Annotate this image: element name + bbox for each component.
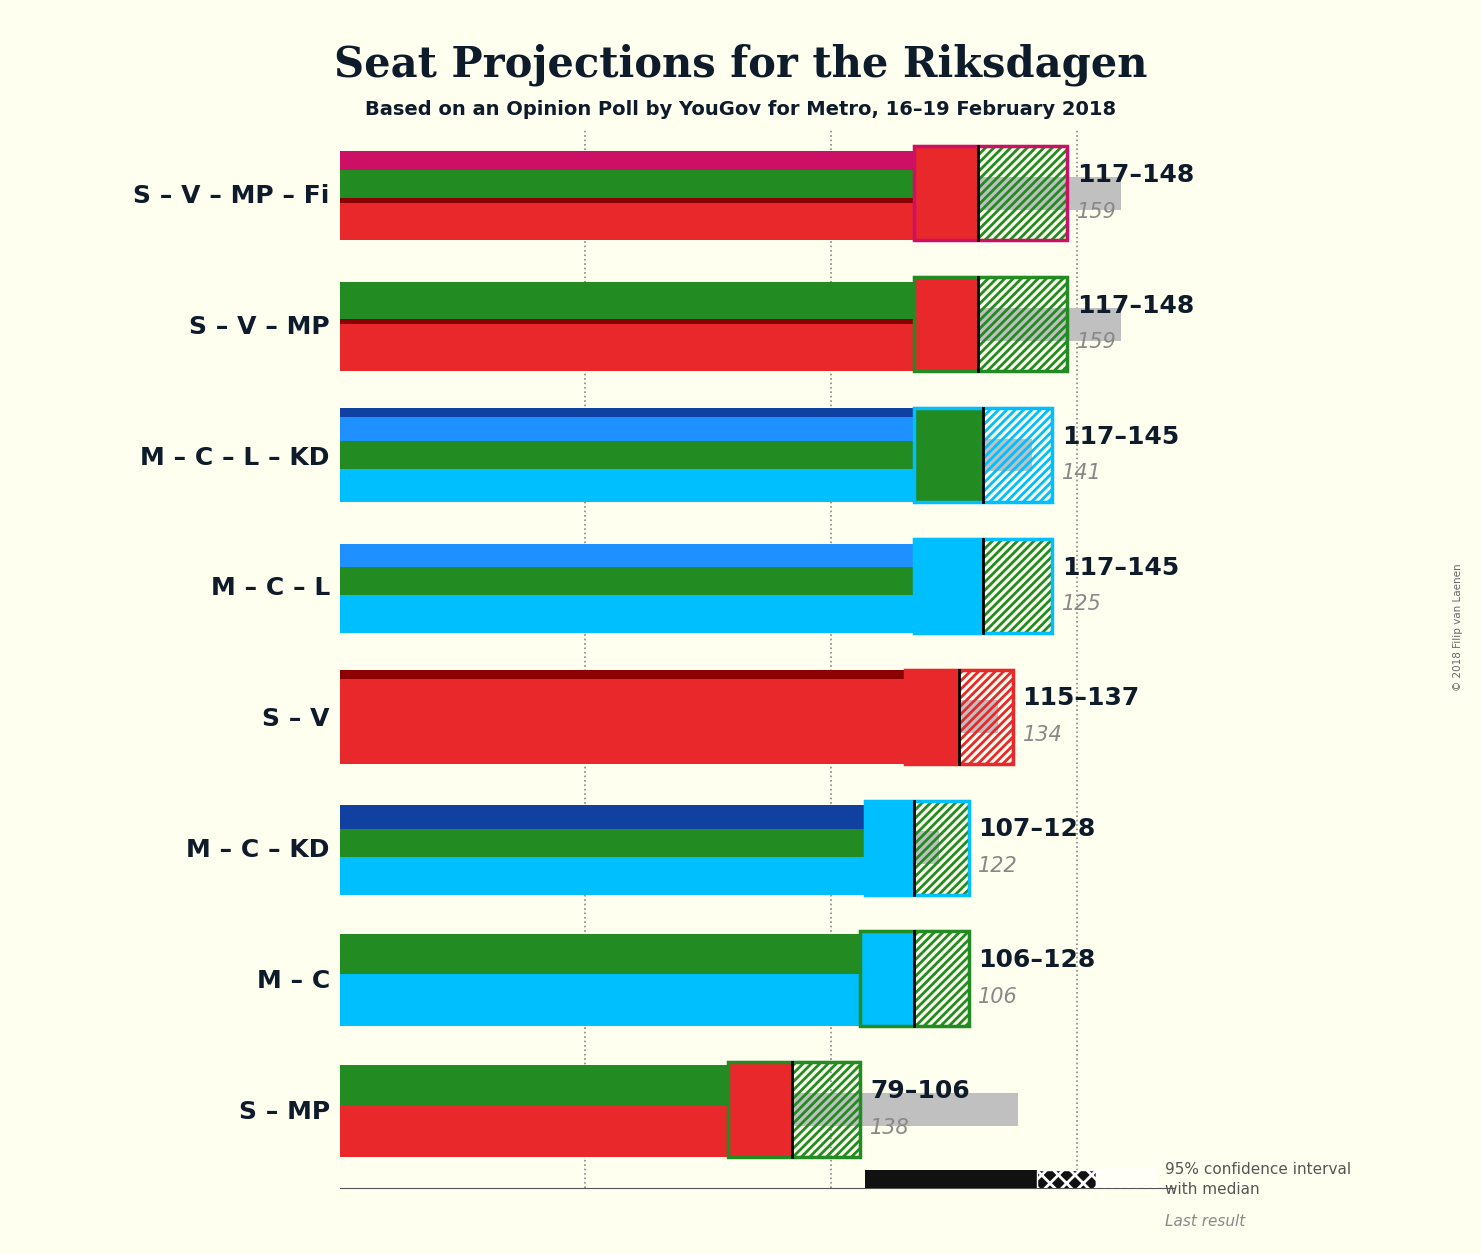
Text: Seat Projections for the Riksdagen: Seat Projections for the Riksdagen	[333, 44, 1148, 87]
Bar	[914, 800, 969, 895]
Bar	[983, 408, 1052, 502]
Bar	[339, 177, 1121, 209]
Text: 107–128: 107–128	[979, 818, 1096, 841]
Text: 122: 122	[979, 856, 1017, 877]
Bar	[339, 596, 914, 633]
Text: 106: 106	[979, 987, 1017, 1007]
Bar	[339, 1065, 727, 1105]
Bar	[905, 670, 1013, 764]
Text: 117–145: 117–145	[1062, 556, 1179, 579]
Text: with median: with median	[1166, 1181, 1260, 1196]
Bar	[339, 307, 1121, 341]
Bar	[339, 169, 914, 198]
Bar	[339, 974, 860, 1026]
Bar	[905, 670, 958, 764]
Bar	[983, 539, 1052, 633]
Bar	[914, 932, 969, 1026]
Bar	[339, 282, 914, 320]
Bar	[860, 932, 969, 1026]
Bar	[339, 680, 905, 764]
Bar	[339, 829, 865, 856]
Bar	[339, 1105, 727, 1156]
Text: 134: 134	[1022, 725, 1062, 745]
Bar	[727, 1062, 860, 1156]
Bar	[339, 1093, 1017, 1126]
Bar	[914, 147, 1066, 241]
Bar	[339, 701, 998, 734]
Text: Based on an Opinion Poll by YouGov for Metro, 16–19 February 2018: Based on an Opinion Poll by YouGov for M…	[364, 100, 1117, 119]
Bar	[339, 831, 939, 864]
Bar	[339, 469, 914, 502]
Text: 106–128: 106–128	[979, 948, 1096, 972]
Bar	[865, 800, 969, 895]
Bar	[339, 325, 914, 371]
Text: 159: 159	[1077, 332, 1117, 352]
Bar	[339, 805, 865, 829]
Text: 125: 125	[1062, 594, 1102, 614]
Text: 138: 138	[871, 1117, 909, 1137]
Bar	[979, 147, 1066, 241]
Bar	[914, 408, 983, 502]
Text: 95% confidence interval: 95% confidence interval	[1166, 1162, 1351, 1178]
Bar	[914, 277, 979, 371]
Bar	[339, 408, 914, 418]
Text: 141: 141	[1062, 464, 1102, 483]
Text: 117–145: 117–145	[1062, 425, 1179, 449]
Bar	[727, 1062, 792, 1156]
Bar	[1096, 1170, 1155, 1201]
Text: © 2018 Filip van Laenen: © 2018 Filip van Laenen	[1453, 563, 1463, 691]
Text: 115–137: 115–137	[1022, 686, 1140, 711]
Bar	[958, 670, 1013, 764]
Text: 117–148: 117–148	[1077, 163, 1194, 187]
Bar	[865, 1170, 1037, 1201]
Bar	[1037, 1170, 1096, 1201]
Bar	[339, 567, 914, 596]
Bar	[865, 800, 914, 895]
Bar	[339, 439, 1032, 472]
Bar	[339, 441, 914, 469]
Bar	[339, 150, 914, 169]
Bar	[339, 203, 914, 241]
Bar	[339, 670, 905, 680]
Bar	[339, 320, 914, 325]
Bar	[914, 277, 1066, 371]
Bar	[339, 934, 860, 974]
Bar	[914, 539, 1052, 633]
Bar	[914, 147, 979, 241]
Bar	[914, 539, 983, 633]
Bar	[339, 569, 954, 602]
Bar	[339, 198, 914, 203]
Bar	[860, 932, 914, 1026]
Text: 79–106: 79–106	[871, 1080, 970, 1104]
Bar	[979, 277, 1066, 371]
Bar	[914, 408, 1052, 502]
Text: Last result: Last result	[1166, 1214, 1246, 1229]
Bar	[339, 418, 914, 441]
Bar	[792, 1062, 860, 1156]
Bar	[339, 962, 860, 994]
Text: 159: 159	[1077, 202, 1117, 222]
Bar	[339, 856, 865, 895]
Text: 117–148: 117–148	[1077, 293, 1194, 317]
Bar	[339, 543, 914, 567]
